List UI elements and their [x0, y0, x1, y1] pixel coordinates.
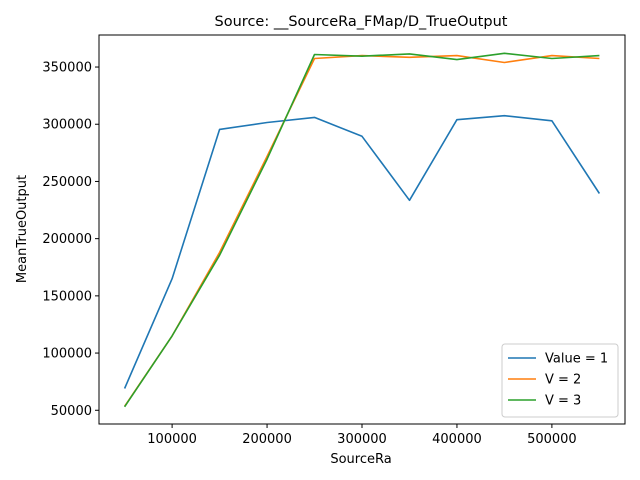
y-tick-label: 250000 [42, 175, 92, 190]
y-tick-label: 50000 [51, 404, 92, 419]
y-tick-label: 200000 [42, 232, 92, 247]
chart-title: Source: __SourceRa_FMap/D_TrueOutput [215, 14, 508, 30]
x-axis-label: SourceRa [330, 452, 391, 467]
legend-box [501, 343, 619, 418]
x-tick-label: 500000 [527, 432, 577, 447]
y-axis: 50000 100000 150000 200000 250000 300000 35000… [42, 61, 99, 419]
y-tick-label: 100000 [42, 347, 92, 362]
legend: Value = 1 V = 2 V = 3 [501, 343, 619, 418]
x-tick-label: 400000 [432, 432, 482, 447]
x-tick-label: 200000 [242, 432, 292, 447]
x-tick-label: 300000 [337, 432, 387, 447]
x-tick-label: 100000 [147, 432, 197, 447]
legend-label: V = 2 [545, 373, 581, 388]
legend-label: Value = 1 [545, 352, 608, 367]
y-tick-label: 300000 [42, 118, 92, 133]
y-tick-label: 350000 [42, 61, 92, 76]
y-axis-label: MeanTrueOutput [15, 175, 30, 283]
y-tick-label: 150000 [42, 289, 92, 304]
series-line-1 [123, 114, 601, 389]
x-axis: 100000 200000 300000 400000 500000 [147, 424, 577, 447]
legend-label: V = 3 [545, 394, 581, 409]
series-line-3 [123, 52, 600, 408]
series-lines [123, 52, 601, 408]
